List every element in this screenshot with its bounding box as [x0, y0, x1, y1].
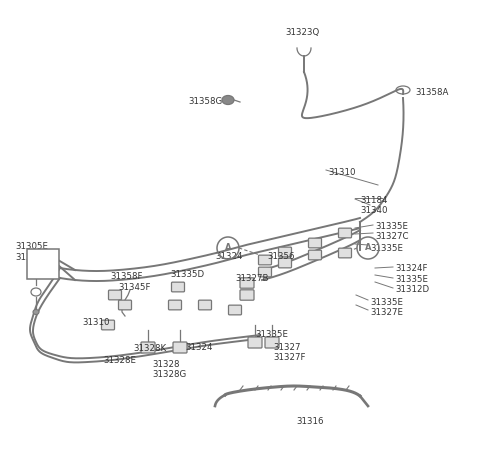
Text: A: A [225, 244, 231, 252]
FancyBboxPatch shape [309, 250, 322, 260]
Text: A: A [365, 244, 371, 252]
Text: 31310: 31310 [82, 318, 109, 327]
FancyBboxPatch shape [101, 320, 115, 330]
FancyBboxPatch shape [338, 248, 351, 258]
Text: 31356: 31356 [267, 252, 295, 261]
Text: 31335E: 31335E [370, 244, 403, 253]
Text: 31335E: 31335E [375, 222, 408, 231]
FancyBboxPatch shape [199, 300, 212, 310]
Ellipse shape [33, 310, 39, 315]
FancyBboxPatch shape [338, 228, 351, 238]
Text: 31327C: 31327C [375, 232, 408, 241]
Text: 31328: 31328 [152, 360, 180, 369]
Text: 31327B: 31327B [235, 274, 268, 283]
Text: 31324: 31324 [215, 252, 242, 261]
FancyBboxPatch shape [259, 267, 272, 277]
Text: 31312D: 31312D [395, 285, 429, 294]
Text: 31328E: 31328E [103, 356, 136, 365]
Text: 31335E: 31335E [255, 330, 288, 339]
FancyBboxPatch shape [265, 337, 279, 348]
Text: 31327: 31327 [273, 343, 300, 352]
Text: 31319: 31319 [15, 253, 42, 262]
Text: 31327F: 31327F [273, 353, 305, 362]
Text: 31316: 31316 [296, 417, 324, 426]
FancyBboxPatch shape [259, 255, 272, 265]
Text: 31335E: 31335E [370, 298, 403, 307]
FancyBboxPatch shape [240, 278, 254, 288]
FancyBboxPatch shape [173, 342, 187, 353]
Text: 31340: 31340 [360, 206, 387, 215]
Text: 31323Q: 31323Q [285, 28, 319, 37]
FancyBboxPatch shape [240, 290, 254, 300]
Text: 31324F: 31324F [395, 264, 428, 273]
FancyBboxPatch shape [168, 300, 181, 310]
FancyBboxPatch shape [228, 305, 241, 315]
Text: 31358F: 31358F [110, 272, 143, 281]
Text: 31305E: 31305E [15, 242, 48, 251]
Text: 31335D: 31335D [170, 270, 204, 279]
FancyBboxPatch shape [248, 337, 262, 348]
Text: 31327E: 31327E [370, 308, 403, 317]
FancyBboxPatch shape [278, 258, 291, 268]
FancyBboxPatch shape [171, 282, 184, 292]
FancyBboxPatch shape [119, 300, 132, 310]
Ellipse shape [222, 96, 234, 104]
Text: 31184: 31184 [360, 196, 387, 205]
FancyBboxPatch shape [108, 290, 121, 300]
Text: 31328G: 31328G [152, 370, 186, 379]
Text: 31345F: 31345F [118, 283, 151, 292]
Text: 31358A: 31358A [415, 88, 448, 97]
Text: 31358G: 31358G [188, 97, 222, 106]
Text: 31324: 31324 [185, 343, 213, 352]
Text: 31328K: 31328K [133, 344, 166, 353]
Text: 31310: 31310 [328, 168, 356, 177]
FancyBboxPatch shape [278, 247, 291, 257]
Text: 31335E: 31335E [395, 275, 428, 284]
FancyBboxPatch shape [309, 238, 322, 248]
FancyBboxPatch shape [27, 249, 59, 279]
FancyBboxPatch shape [141, 342, 155, 353]
